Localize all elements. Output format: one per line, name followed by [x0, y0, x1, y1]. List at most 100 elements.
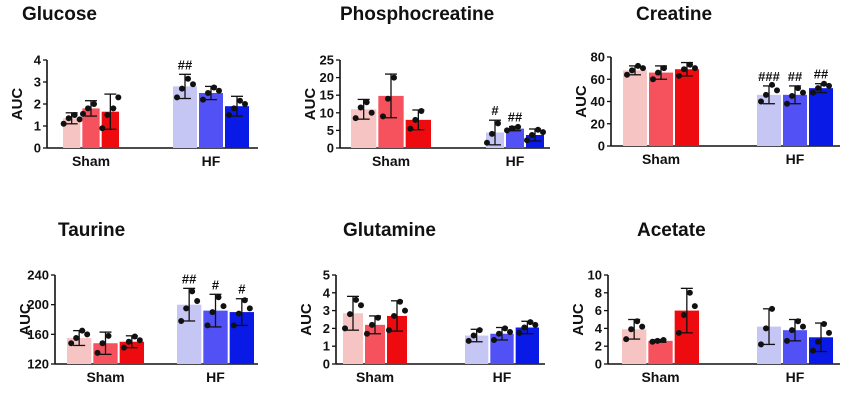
y-axis-label: AUC [573, 85, 590, 118]
y-tick-label: 2 [323, 321, 330, 336]
y-tick-label: 4 [595, 321, 603, 336]
data-point [628, 326, 635, 333]
data-point [220, 303, 227, 310]
x-category-label: HF [506, 153, 525, 169]
data-point [821, 320, 827, 327]
data-point [131, 333, 138, 340]
data-point [105, 332, 112, 339]
data-point [178, 317, 185, 324]
y-tick-label: 1 [323, 339, 330, 354]
data-point [369, 321, 375, 328]
data-point [675, 329, 682, 336]
data-point [190, 81, 196, 88]
y-tick-label: 0 [598, 139, 605, 154]
significance-label: ### [758, 69, 780, 84]
data-point [691, 303, 698, 310]
data-point [527, 319, 534, 326]
significance-label: ## [182, 271, 197, 286]
data-point [640, 65, 646, 72]
chart-title: Glutamine [343, 220, 436, 241]
data-point [529, 131, 535, 138]
bar-sham-2 [365, 324, 385, 364]
data-point [73, 335, 80, 342]
y-tick-label: 0 [323, 357, 330, 372]
bar-sham-3 [387, 315, 407, 364]
data-point [209, 309, 216, 316]
x-category-label: Sham [86, 369, 124, 385]
data-point [242, 101, 248, 107]
y-tick-label: 5 [323, 268, 330, 283]
chart-title: Taurine [58, 220, 125, 241]
data-point [623, 336, 630, 343]
data-point [821, 80, 827, 87]
data-point [94, 349, 101, 356]
y-tick-label: 15 [320, 88, 334, 103]
significance-label: # [212, 277, 220, 292]
data-point [174, 94, 180, 101]
data-point [789, 92, 795, 99]
data-point [99, 340, 106, 347]
data-point [795, 318, 801, 325]
data-point [237, 97, 243, 104]
y-tick-label: 0 [34, 141, 41, 156]
y-tick-label: 6 [595, 303, 602, 318]
data-point [226, 112, 232, 118]
data-point [763, 91, 769, 98]
data-point [115, 94, 122, 101]
data-point [380, 113, 386, 120]
data-point [789, 327, 795, 334]
bar-sham-3 [675, 69, 699, 146]
y-tick-label: 8 [595, 285, 602, 300]
y-tick-label: 10 [588, 268, 602, 283]
data-point [65, 115, 72, 122]
data-point [521, 324, 528, 331]
data-point [800, 89, 806, 96]
data-point [347, 311, 353, 318]
data-point [79, 327, 86, 334]
data-point [200, 96, 206, 103]
data-point [692, 65, 698, 72]
x-category-label: Sham [372, 153, 410, 169]
y-axis-label: AUC [9, 88, 26, 121]
data-point [660, 336, 667, 343]
y-tick-label: 240 [27, 268, 49, 283]
data-point [686, 289, 693, 296]
y-tick-label: 5 [327, 123, 334, 138]
panel-acetate: Acetate AUC 0 2 4 6 8 10 Sham HF [570, 220, 840, 385]
data-point [230, 322, 237, 329]
data-point [826, 329, 832, 336]
data-point [629, 67, 635, 74]
data-point [418, 108, 425, 115]
data-point [402, 307, 408, 314]
x-category-label: Sham [356, 369, 394, 385]
data-point [634, 318, 641, 325]
data-point [639, 323, 646, 330]
data-point [205, 90, 211, 96]
y-tick-label: 1 [34, 119, 41, 134]
chart-title: Creatine [636, 4, 712, 25]
data-point [216, 87, 222, 94]
data-point [635, 62, 641, 69]
data-point [412, 116, 419, 123]
data-point [655, 69, 661, 76]
data-point [386, 327, 392, 334]
y-tick-label: 80 [591, 50, 605, 65]
data-point [758, 98, 764, 105]
data-point [680, 312, 687, 319]
data-point [68, 340, 75, 347]
significance-label: ## [814, 67, 829, 82]
data-point [758, 341, 764, 348]
data-point [661, 65, 667, 72]
data-point [215, 294, 222, 301]
y-tick-label: 4 [34, 53, 42, 68]
x-category-label: Sham [642, 151, 680, 167]
y-tick-label: 60 [591, 72, 605, 87]
data-point [826, 82, 832, 89]
bar-sham-1 [63, 118, 81, 148]
chart-title: Phosphocreatine [340, 4, 494, 25]
data-point [183, 305, 190, 312]
data-point [358, 302, 364, 309]
data-point [795, 85, 801, 92]
